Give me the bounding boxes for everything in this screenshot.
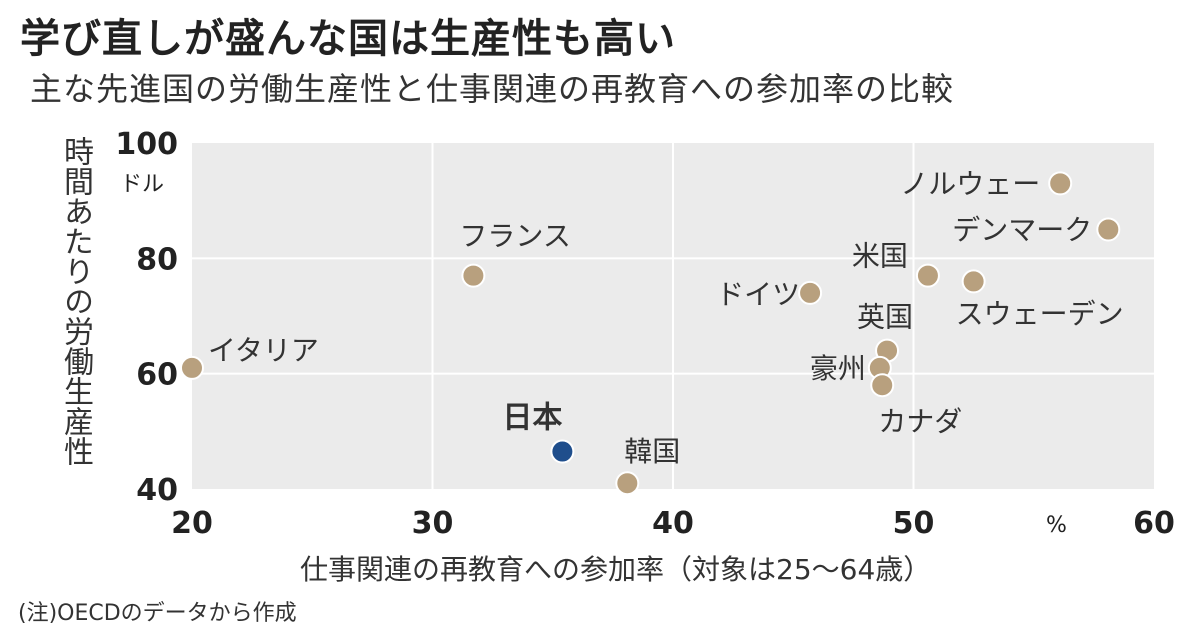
x-tick-label: 20 [171, 506, 213, 541]
data-point [615, 471, 640, 496]
data-point [180, 355, 204, 380]
y-tick-label: 40 [136, 473, 178, 508]
x-tick-label: 60 [1133, 506, 1175, 541]
grid-lines [192, 143, 1154, 489]
x-tick-label: 40 [652, 506, 694, 541]
data-point [870, 373, 895, 398]
y-unit-label: ドル [120, 172, 164, 197]
point-label: スウェーデン [956, 297, 1124, 330]
y-tick-label: 100 [115, 127, 178, 162]
point-label: 韓国 [624, 435, 680, 468]
point-label: イタリア [208, 334, 319, 367]
y-tick-labels: 40 60 80 100 [115, 127, 178, 508]
x-unit-label: % [1046, 513, 1067, 538]
x-tick-label: 30 [412, 506, 454, 541]
data-point [550, 439, 575, 464]
x-tick-label: 50 [893, 506, 935, 541]
point-label: 豪州 [810, 352, 866, 385]
y-tick-label: 60 [136, 358, 178, 393]
point-label: 英国 [857, 301, 913, 334]
point-label: デンマーク [952, 214, 1092, 247]
data-point [915, 263, 940, 288]
data-points [180, 171, 1121, 496]
x-axis-label: 仕事関連の再教育への参加率（対象は25〜64歳） [300, 553, 932, 586]
chart-title: 学び直しが盛んな国は生産性も高い [20, 16, 676, 62]
point-label: 米国 [852, 240, 908, 273]
y-tick-label: 80 [136, 242, 178, 277]
chart-subtitle: 主な先進国の労働生産性と仕事関連の再教育への参加率の比較 [30, 70, 955, 108]
data-point [961, 269, 986, 294]
point-label: ノルウェー [900, 167, 1040, 200]
point-label: カナダ [878, 405, 962, 438]
data-point [461, 263, 486, 288]
point-label: フランス [459, 220, 570, 253]
point-label: ドイツ [716, 278, 800, 311]
data-point [1096, 217, 1121, 242]
source-note: (注)OECDのデータから作成 [18, 601, 297, 626]
data-point [1048, 171, 1073, 196]
x-tick-labels: 20 30 40 50 60 [171, 506, 1175, 541]
point-label: 日本 [502, 401, 562, 436]
y-axis-label: 時間あたりの労働生産性 [58, 136, 93, 466]
data-point [798, 280, 823, 305]
